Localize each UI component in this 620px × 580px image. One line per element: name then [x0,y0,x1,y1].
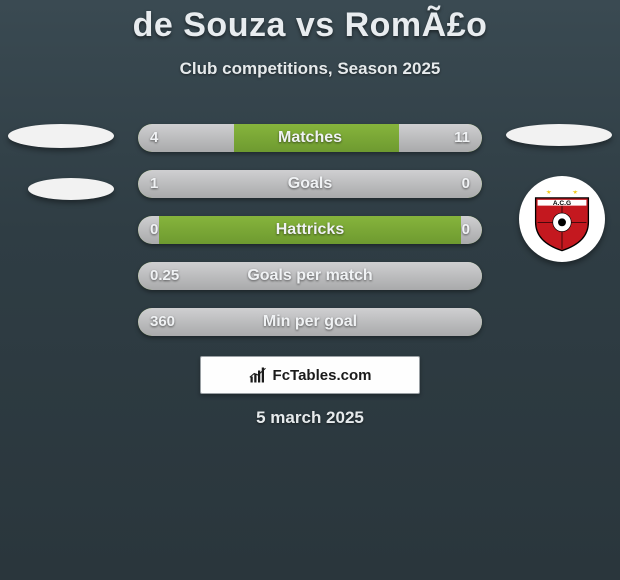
team-right-badge: A.C.G [519,176,605,262]
page-title: de Souza vs RomÃ£o [0,0,620,45]
club-crest-icon: A.C.G [529,186,595,252]
player-left-avatar-placeholder [8,124,114,148]
team-left-badge-placeholder [28,178,114,200]
stat-value-right: 0 [462,170,470,198]
comparison-bars: 4Matches111Goals00Hattricks00.25Goals pe… [138,124,482,354]
chart-icon [249,366,267,384]
comparison-card: de Souza vs RomÃ£o Club competitions, Se… [0,0,620,580]
stat-row: 0Hattricks0 [138,216,482,244]
stat-label: Goals per match [138,262,482,290]
stat-row: 4Matches11 [138,124,482,152]
stat-label: Goals [138,170,482,198]
stat-label: Matches [138,124,482,152]
crest-text: A.C.G [553,200,571,207]
stat-row: 0.25Goals per match [138,262,482,290]
stat-row: 360Min per goal [138,308,482,336]
stat-label: Hattricks [138,216,482,244]
stat-row: 1Goals0 [138,170,482,198]
stat-value-right: 0 [462,216,470,244]
stat-value-right: 11 [454,124,470,152]
page-subtitle: Club competitions, Season 2025 [0,59,620,79]
stat-label: Min per goal [138,308,482,336]
date-text: 5 march 2025 [0,408,620,428]
brand-box[interactable]: FcTables.com [200,356,420,394]
brand-text: FcTables.com [273,367,372,384]
player-right-avatar-placeholder [506,124,612,146]
